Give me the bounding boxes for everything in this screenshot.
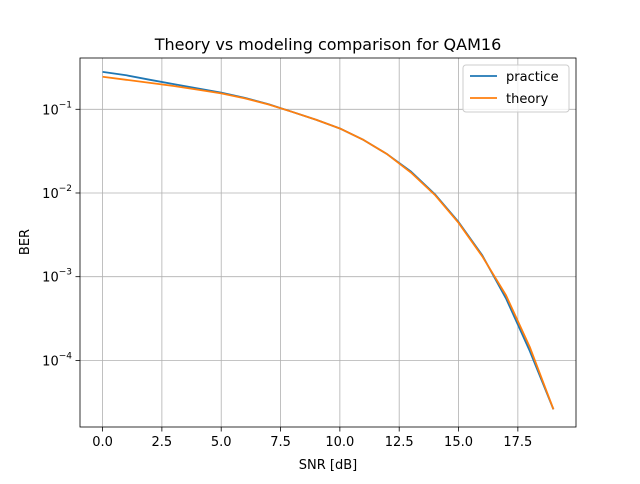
y-tick-label: 10−2	[42, 184, 72, 202]
legend-label-practice: practice	[506, 70, 559, 85]
x-tick-label: 2.5	[152, 435, 173, 450]
x-tick-label: 7.5	[270, 435, 291, 450]
y-tick-label: 10−3	[42, 268, 72, 286]
chart-title: Theory vs modeling comparison for QAM16	[154, 35, 502, 54]
series-line-theory	[102, 75, 555, 410]
x-tick-label: 15.0	[444, 435, 473, 450]
x-tick-label: 5.0	[211, 435, 232, 450]
axes-frame	[79, 57, 577, 428]
series-layer	[102, 70, 555, 410]
y-axis-label: BER	[18, 229, 33, 255]
legend: practice theory	[462, 64, 570, 113]
y-axis-ticks: 10−1 10−2 10−3 10−4	[42, 100, 80, 369]
x-axis-label: SNR [dB]	[299, 458, 357, 473]
y-tick-label: 10−4	[42, 351, 72, 369]
x-axis-ticks: 0.0 2.5 5.0 7.5 10.0 12.5 15.0 17.5	[92, 427, 532, 450]
x-tick-label: 10.0	[325, 435, 354, 450]
x-tick-label: 0.0	[92, 435, 113, 450]
legend-label-theory: theory	[506, 92, 549, 107]
x-tick-label: 12.5	[385, 435, 414, 450]
x-tick-label: 17.5	[503, 435, 532, 450]
y-tick-label: 10−1	[42, 100, 72, 118]
